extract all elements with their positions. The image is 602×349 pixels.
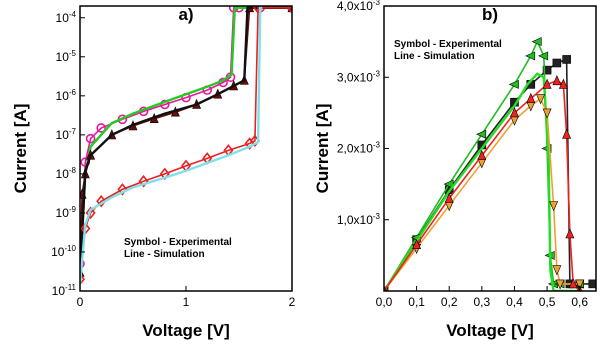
data-point	[444, 192, 454, 203]
data-point	[80, 258, 85, 269]
data-point	[542, 108, 552, 119]
series-3	[384, 94, 585, 291]
y-tick-label: 10-6	[56, 88, 77, 103]
annotation-line: Symbol - Experimental	[124, 237, 232, 248]
data-point	[138, 174, 149, 188]
data-point	[536, 94, 546, 105]
annotation-line: Line - Simulation	[394, 51, 475, 62]
data-point	[575, 279, 585, 290]
data-point	[552, 265, 562, 276]
series-line	[384, 72, 580, 291]
series-2	[384, 72, 580, 291]
data-point	[526, 101, 536, 112]
chart-title: b)	[482, 5, 498, 24]
x-tick-label: 1	[183, 295, 190, 309]
data-point	[555, 279, 565, 290]
data-point	[562, 128, 572, 139]
data-point	[562, 55, 571, 64]
data-point	[542, 78, 552, 89]
series-line	[384, 58, 593, 291]
y-tick-label: 10-4	[56, 10, 77, 25]
y-tick-label: 2,0x10-3	[337, 141, 381, 156]
data-point	[525, 51, 536, 61]
data-point	[117, 183, 128, 196]
data-point	[508, 79, 519, 89]
y-axis-label: Current [A]	[11, 104, 30, 194]
y-axis-label: Current [A]	[313, 104, 332, 194]
chart-title: a)	[178, 5, 193, 24]
annotation-line: Line - Simulation	[124, 249, 205, 260]
data-point	[549, 201, 559, 212]
series-5	[80, 6, 263, 285]
series-line	[80, 6, 292, 273]
data-point	[510, 107, 519, 118]
data-point	[96, 194, 107, 208]
data-point	[552, 58, 562, 68]
y-tick-label: 10-8	[56, 166, 77, 181]
data-point	[85, 206, 96, 220]
data-point	[476, 129, 487, 139]
data-point	[542, 65, 552, 75]
x-tick-label: 2	[289, 295, 296, 309]
y-tick-label: 10-5	[56, 49, 77, 64]
series-2	[80, 6, 292, 277]
data-point	[588, 279, 596, 289]
y-tick-label: 10-11	[52, 283, 77, 298]
data-point	[412, 238, 422, 249]
x-tick-label: 0,1	[408, 295, 425, 309]
series-line	[80, 6, 263, 285]
y-tick-label: 1,0x10-3	[337, 212, 381, 227]
data-point	[85, 133, 96, 144]
y-tick-label: 3,0x10-3	[337, 69, 381, 84]
x-axis-label: Voltage [V]	[446, 321, 534, 340]
data-point	[565, 228, 575, 239]
data-point	[477, 149, 487, 160]
y-tick-label: 4,0x10-3	[337, 0, 381, 13]
data-point	[538, 51, 549, 61]
series-3	[80, 6, 292, 280]
annotation-line: Symbol - Experimental	[394, 39, 502, 50]
data-point	[568, 278, 578, 289]
x-tick-label: 0,4	[506, 295, 523, 309]
data-point	[526, 92, 536, 103]
data-point	[96, 123, 106, 133]
data-point	[552, 75, 562, 86]
data-point	[80, 272, 86, 286]
x-tick-label: 0	[77, 295, 84, 309]
series-4	[384, 75, 583, 291]
y-tick-label: 10-7	[56, 127, 77, 142]
y-tick-label: 10-10	[51, 244, 76, 259]
series-line	[80, 6, 292, 280]
y-tick-label: 10-9	[56, 205, 77, 220]
x-tick-label: 0,0	[376, 295, 393, 309]
x-axis-label: Voltage [V]	[142, 321, 230, 340]
x-tick-label: 0,5	[539, 295, 556, 309]
x-tick-label: 0,3	[474, 295, 491, 309]
data-point	[558, 78, 568, 89]
x-tick-label: 0,2	[441, 295, 458, 309]
data-point	[531, 37, 542, 47]
series-1	[80, 6, 292, 273]
x-tick-label: 0,6	[571, 295, 588, 309]
